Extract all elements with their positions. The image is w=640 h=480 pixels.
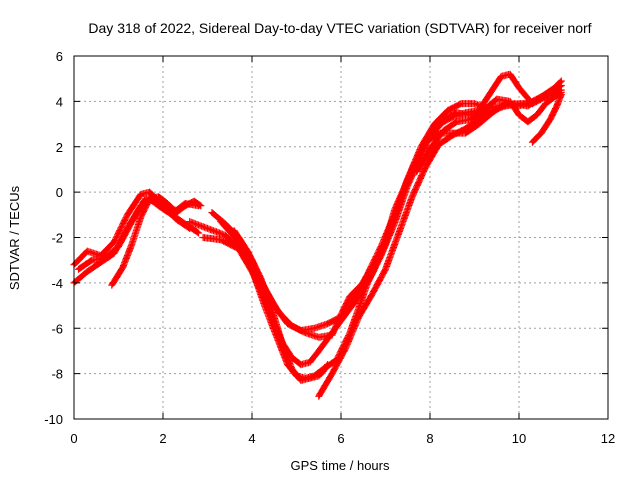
x-axis-label: GPS time / hours <box>291 458 390 473</box>
series-track-4 <box>108 193 205 289</box>
x-tick-label: 4 <box>248 431 255 446</box>
series-track-10 <box>315 109 492 400</box>
data-marks <box>413 100 536 176</box>
series-track-9 <box>230 227 332 384</box>
y-tick-label: -6 <box>51 321 63 336</box>
data-marks <box>108 193 205 289</box>
y-tick-label: -10 <box>44 412 63 427</box>
data-marks <box>230 227 332 384</box>
x-tick-label: 2 <box>159 431 166 446</box>
y-tick-label: -4 <box>51 276 63 291</box>
axis-ticks: 0 2 4 6 8 10 12 -10 -8 -6 -4 -2 0 2 4 6 <box>44 49 615 446</box>
y-tick-label: 4 <box>56 94 63 109</box>
y-tick-label: -8 <box>51 367 63 382</box>
series-track-11 <box>413 100 536 176</box>
data-marks <box>528 91 565 146</box>
x-tick-label: 6 <box>337 431 344 446</box>
y-tick-label: 2 <box>56 140 63 155</box>
y-tick-label: -2 <box>51 231 63 246</box>
chart-title: Day 318 of 2022, Sidereal Day-to-day VTE… <box>88 20 591 36</box>
x-tick-label: 8 <box>426 431 433 446</box>
y-tick-label: 0 <box>56 185 63 200</box>
y-tick-label: 6 <box>56 49 63 64</box>
series-track-12 <box>528 91 565 146</box>
data-marks <box>315 109 492 400</box>
y-axis-label: SDTVAR / TECUs <box>7 185 22 290</box>
x-tick-label: 10 <box>512 431 526 446</box>
x-tick-label: 0 <box>70 431 77 446</box>
gridlines <box>74 56 608 419</box>
x-tick-label: 12 <box>601 431 615 446</box>
